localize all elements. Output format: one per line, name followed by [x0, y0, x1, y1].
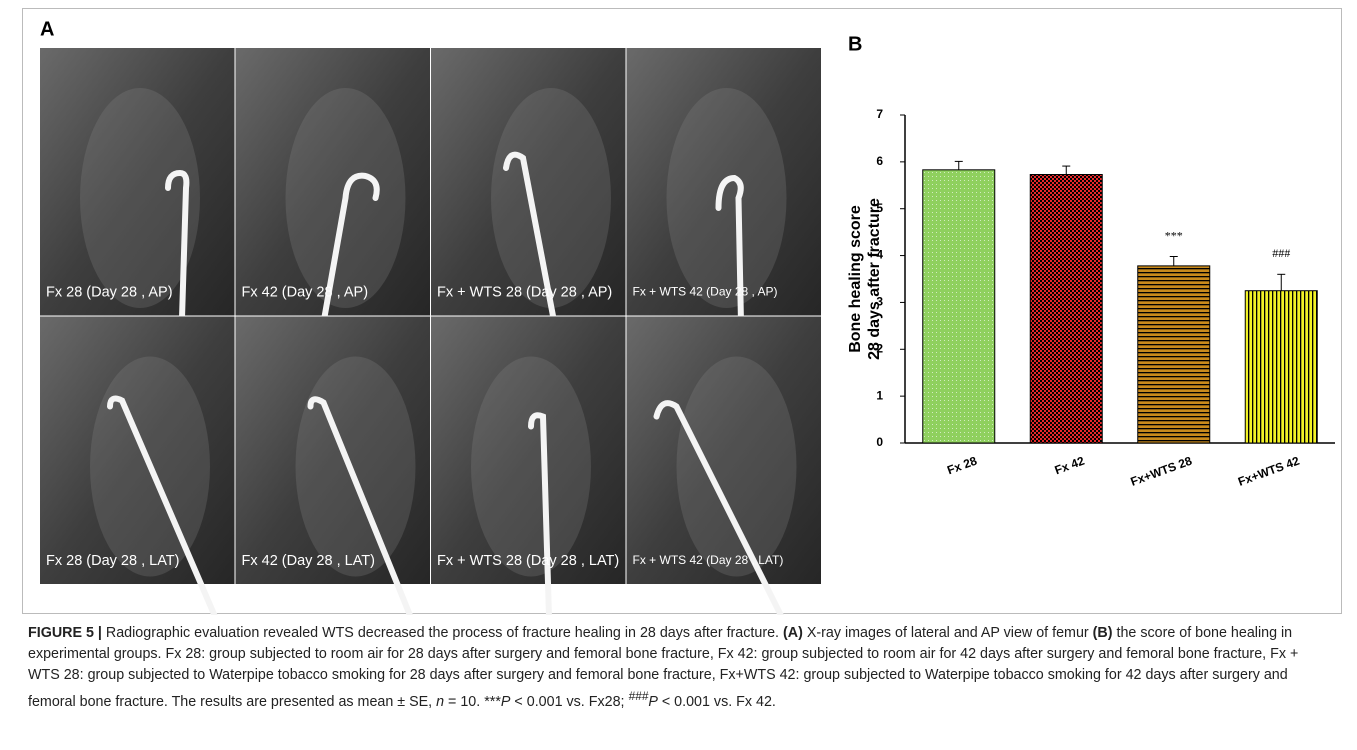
- image-caption: Fx + WTS 28 (Day 28 , LAT): [437, 553, 619, 569]
- y-tick-label: 6: [876, 154, 883, 168]
- bone-shadow: [295, 356, 416, 577]
- xray-image: Fx 28 (Day 28 , AP): [40, 48, 235, 321]
- figure-frame: [22, 8, 1342, 614]
- pin: [715, 174, 745, 351]
- bar: [1029, 174, 1103, 444]
- xray-image: Fx + WTS 28 (Day 28 , LAT): [431, 316, 626, 615]
- caption-text: P: [648, 693, 658, 710]
- xray-background: [40, 316, 235, 584]
- caption-text: = 10. ***: [444, 693, 501, 710]
- pin: [528, 412, 552, 615]
- bone-shadow: [80, 88, 200, 308]
- xray-background: [431, 316, 626, 584]
- bar: [922, 169, 996, 444]
- y-tick-label: 5: [876, 201, 883, 215]
- y-axis-label-line: Bone healing score: [847, 205, 864, 353]
- image-caption: Fx 42 (Day 28 , AP): [242, 284, 369, 300]
- image-caption: Fx 28 (Day 28 , AP): [46, 284, 173, 300]
- significance-label: ###: [1272, 246, 1290, 260]
- xray-background: [40, 48, 235, 316]
- pin: [503, 151, 564, 361]
- panel-label: B: [848, 33, 862, 55]
- caption-text: (A): [783, 625, 803, 641]
- xray-image: Fx + WTS 42 (Day 28 , LAT): [626, 316, 821, 615]
- figure: A B Fx 28 (Day 28 , AP) Fx 42 (Day 28 , A…: [40, 18, 1335, 615]
- caption: FIGURE 5 | Radiographic evaluation revea…: [28, 623, 1328, 713]
- xray-grid: Fx 28 (Day 28 , AP) Fx 42 (Day 28 , AP) Fx…: [40, 48, 821, 615]
- image-caption: Fx 42 (Day 28 , LAT): [242, 553, 376, 569]
- x-tick-label: Fx+WTS 28: [1129, 454, 1195, 489]
- caption-text: Radiographic evaluation revealed WTS dec…: [101, 625, 783, 641]
- xray-background: [626, 316, 821, 584]
- bar: [1244, 290, 1318, 444]
- xray-image: Fx + WTS 28 (Day 28 , AP): [431, 48, 626, 361]
- xray-image: Fx + WTS 42 (Day 28 , AP): [626, 48, 821, 351]
- y-tick-label: 2: [876, 341, 883, 355]
- y-axis-label: Bone healing score 28 days after fracture: [847, 198, 883, 360]
- caption-text: P: [500, 693, 511, 710]
- significance-label: ***: [1165, 228, 1183, 242]
- caption-text: < 0.001 vs. Fx28;: [510, 693, 629, 710]
- caption-text: the score of bone healing in experimenta…: [28, 625, 1299, 710]
- x-tick-label: Fx 28: [945, 454, 979, 478]
- bone-shadow: [666, 88, 787, 308]
- bar-chart: 0 1 2 3 4 5 6 7 Bone healing score 28 days after …: [847, 107, 1335, 489]
- caption-text: (B): [1092, 625, 1113, 641]
- pin: [307, 396, 414, 615]
- pin: [107, 395, 218, 615]
- image-caption: Fx + WTS 28 (Day 28 , AP): [437, 284, 612, 300]
- y-tick-label: 7: [876, 107, 883, 121]
- caption-text: ###: [628, 689, 649, 703]
- y-axis-label-line: 28 days after fracture: [866, 198, 883, 360]
- y-tick-label: 3: [876, 295, 883, 309]
- bone-shadow: [676, 356, 797, 577]
- image-caption: Fx + WTS 42 (Day 28 , LAT): [633, 553, 784, 567]
- caption-label: FIGURE 5 |: [28, 625, 102, 641]
- y-tick-label: 4: [876, 248, 883, 262]
- x-tick-label: Fx+WTS 42: [1236, 454, 1302, 489]
- bar: [1137, 265, 1211, 444]
- y-tick-label: 1: [876, 388, 883, 402]
- pin: [165, 169, 190, 321]
- bone-shadow: [471, 356, 591, 577]
- image-caption: Fx + WTS 42 (Day 28 , AP): [633, 285, 778, 299]
- x-tick-label: Fx 42: [1053, 454, 1087, 478]
- caption-text: X-ray images of lateral and AP view of f…: [802, 625, 1093, 641]
- pin: [653, 400, 785, 615]
- y-tick-label: 0: [876, 435, 883, 449]
- xray-background: [235, 316, 430, 584]
- panel-label: A: [40, 18, 54, 40]
- caption-text: < 0.001 vs. Fx 42.: [657, 693, 776, 710]
- bone-shadow: [491, 88, 611, 308]
- xray-image: Fx 28 (Day 28 , LAT): [40, 316, 235, 615]
- image-caption: Fx 28 (Day 28 , LAT): [46, 553, 180, 569]
- xray-image: Fx 42 (Day 28 , LAT): [235, 316, 430, 615]
- caption-text: n: [436, 693, 445, 710]
